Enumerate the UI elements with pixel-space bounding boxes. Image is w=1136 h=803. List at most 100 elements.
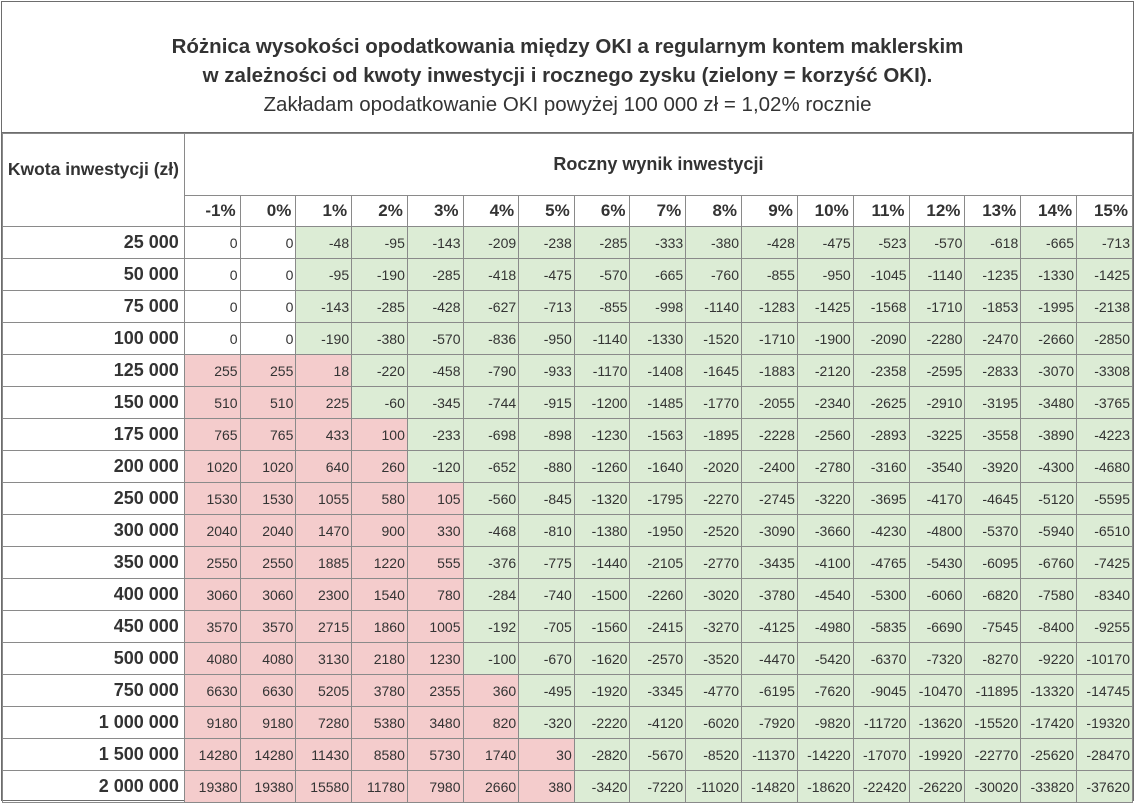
tax-difference-cell: -2893 [852,418,910,451]
title-line-1: Różnica wysokości opodatkowania między O… [171,35,964,58]
tax-difference-cell: 2550 [239,546,297,579]
column-percent-header: 13% [964,195,1022,227]
investment-amount-cell: 150 000 [2,386,185,419]
tax-difference-cell: 6630 [183,674,241,707]
investment-amount-cell: 200 000 [2,450,185,483]
column-percent-header: 9% [741,195,798,227]
tax-difference-cell: -1440 [573,546,631,579]
title-box: Różnica wysokości opodatkowania między O… [2,2,1133,133]
tax-difference-cell: -7320 [908,642,966,675]
investment-amount-cell: 750 000 [2,674,185,707]
tax-difference-cell: -2660 [1020,322,1078,355]
tax-difference-cell: -1380 [573,514,631,547]
tax-difference-cell: -898 [518,418,575,451]
tax-difference-cell: 1005 [406,610,464,643]
tax-difference-cell: -5420 [796,642,854,675]
tax-difference-cell: -380 [685,226,743,259]
tax-difference-cell: 100 [351,418,408,451]
tax-difference-cell: -17420 [1020,706,1078,739]
tax-difference-cell: -3890 [1020,418,1078,451]
tax-difference-cell: -2055 [741,386,798,419]
table-row: 25 000 0 0 -48 -95 -143 -209 -238 -285 -333 -380 -4… [2,226,1133,259]
tax-difference-cell: -2820 [573,738,631,771]
table-row: 500 000 4080 4080 3130 2180 1230 -100 -670 -1620… [2,642,1133,675]
tax-difference-cell: 360 [462,674,520,707]
tax-difference-cell: -13320 [1020,674,1078,707]
tax-difference-cell: 3130 [295,642,353,675]
column-percent-header: 14% [1020,195,1078,227]
tax-difference-cell: -2595 [908,354,966,387]
tax-difference-cell: -9255 [1076,610,1133,643]
tax-difference-cell: -3435 [741,546,798,579]
tax-difference-cell: -6820 [964,578,1022,611]
tax-difference-cell: -28470 [1076,738,1133,771]
tax-difference-cell: -8340 [1076,578,1133,611]
tax-difference-cell: -8520 [685,738,743,771]
tax-difference-cell: -5595 [1076,482,1133,515]
column-percent-header: 2% [351,195,408,227]
tax-difference-cell: -2770 [685,546,743,579]
tax-difference-cell: -6760 [1020,546,1078,579]
tax-difference-cell: 580 [351,482,408,515]
tax-difference-cell: -3345 [629,674,687,707]
tax-difference-cell: -418 [462,258,520,291]
tax-difference-cell: -120 [406,450,464,483]
tax-difference-cell: -1710 [741,322,798,355]
tax-difference-cell: -1560 [573,610,631,643]
tax-difference-cell: -10470 [908,674,966,707]
tax-difference-cell: 1230 [406,642,464,675]
tax-difference-cell: -1795 [629,482,687,515]
tax-difference-cell: -3520 [685,642,743,675]
tax-difference-cell: -9220 [1020,642,1078,675]
tax-difference-cell: 11780 [351,770,408,803]
tax-difference-cell: -1235 [964,258,1022,291]
table-row: 1 500 000 14280 14280 11430 8580 5730 1740 30 -2… [2,738,1133,771]
tax-difference-cell: -19320 [1076,706,1133,739]
tax-difference-cell: -6095 [964,546,1022,579]
tax-difference-cell: 640 [295,450,353,483]
tax-difference-cell: 3060 [239,578,297,611]
tax-difference-cell: 1540 [351,578,408,611]
tax-difference-cell: -2745 [741,482,798,515]
tax-difference-cell: 0 [239,226,297,259]
table-row: 1 000 000 9180 9180 7280 5380 3480 820 -320 -222… [2,706,1133,739]
tax-difference-cell: -2850 [1076,322,1133,355]
tax-difference-cell: -855 [741,258,798,291]
tax-difference-cell: -1563 [629,418,687,451]
tax-difference-cell: 2300 [295,578,353,611]
tax-difference-cell: -2833 [964,354,1022,387]
tax-difference-cell: 1530 [239,482,297,515]
tax-difference-cell: -713 [518,290,575,323]
tax-difference-cell: -560 [462,482,520,515]
tax-difference-cell: -7425 [1076,546,1133,579]
tax-difference-cell: 330 [406,514,464,547]
investment-amount-cell: 450 000 [2,610,185,643]
tax-difference-cell: -15520 [964,706,1022,739]
tax-difference-cell: -5940 [1020,514,1078,547]
tax-difference-cell: -48 [295,226,353,259]
investment-amount-cell: 300 000 [2,514,185,547]
tax-difference-cell: -495 [518,674,575,707]
tax-difference-cell: -8270 [964,642,1022,675]
tax-difference-cell: -376 [462,546,520,579]
tax-difference-cell: -4120 [629,706,687,739]
tax-difference-cell: -665 [1020,226,1078,259]
tax-difference-cell: 14280 [239,738,297,771]
tax-difference-cell: -238 [518,226,575,259]
investment-amount-cell: 75 000 [2,290,185,323]
tax-difference-cell: -2020 [685,450,743,483]
tax-difference-cell: -880 [518,450,575,483]
tax-difference-cell: -6510 [1076,514,1133,547]
tax-difference-cell: -220 [351,354,408,387]
tax-difference-cell: -209 [462,226,520,259]
tax-difference-cell: 5730 [406,738,464,771]
tax-difference-cell: -2625 [852,386,910,419]
tax-difference-cell: -9820 [796,706,854,739]
tax-difference-cell: -855 [573,290,631,323]
tax-difference-cell: -11370 [741,738,798,771]
tax-difference-cell: -1140 [573,322,631,355]
tax-difference-cell: -33820 [1020,770,1078,803]
tax-difference-cell: -3160 [852,450,910,483]
table-row: 100 000 0 0 -190 -380 -570 -836 -950 -1140 -1330-… [2,322,1133,355]
